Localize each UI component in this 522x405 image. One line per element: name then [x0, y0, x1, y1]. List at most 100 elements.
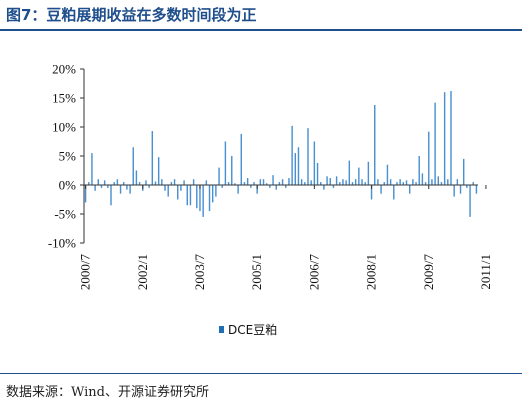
bar	[183, 180, 185, 185]
bar	[380, 185, 382, 194]
bar	[151, 131, 154, 185]
bar	[342, 179, 344, 185]
y-axis: -10% -5% 0% 5% 10% 15% 20%	[48, 62, 85, 251]
bar	[116, 179, 119, 185]
footer-divider	[0, 373, 522, 374]
bar	[110, 185, 112, 206]
bar	[107, 185, 109, 188]
legend-swatch	[219, 326, 224, 333]
bar	[300, 179, 303, 185]
bar	[443, 92, 446, 185]
bar	[281, 179, 284, 185]
legend-label: DCE豆粕	[228, 322, 277, 337]
bar	[231, 156, 233, 185]
bar	[240, 133, 242, 185]
x-tick-label: 2000/7	[78, 254, 93, 291]
bar	[402, 182, 405, 185]
bar	[431, 179, 433, 185]
bar	[173, 179, 176, 185]
bar	[323, 185, 325, 190]
bar	[428, 131, 430, 185]
bar	[138, 182, 141, 185]
bar	[211, 185, 214, 203]
y-tick-label: 10%	[52, 120, 76, 135]
y-tick-label: 0%	[59, 178, 77, 193]
bar	[113, 182, 115, 185]
bar	[399, 179, 401, 185]
bar	[348, 160, 351, 185]
figure-title: 图7：豆粕展期收益在多数时间段为正	[6, 6, 257, 24]
x-tick-label: 2008/1	[364, 254, 379, 290]
bar	[297, 147, 300, 185]
bar-chart: -10%-5%0%5%10%15%20% 2000/7 2002/1 2003/7 2…	[48, 62, 493, 338]
bar	[316, 162, 319, 185]
bar	[237, 185, 239, 194]
bar	[227, 182, 230, 185]
y-tick-label: 5%	[59, 149, 77, 164]
bar	[307, 128, 309, 185]
bar	[320, 182, 322, 185]
bar	[154, 181, 157, 185]
bar	[272, 175, 274, 185]
bar	[196, 185, 198, 209]
bar	[278, 182, 281, 185]
bar	[224, 141, 227, 185]
bar	[415, 182, 417, 185]
bar	[129, 185, 131, 194]
bar	[265, 183, 268, 185]
bar	[304, 182, 306, 185]
bar	[462, 158, 465, 185]
bar	[475, 185, 478, 194]
bar	[424, 182, 427, 185]
bar	[123, 182, 125, 185]
bar	[103, 180, 106, 185]
bar	[145, 180, 147, 185]
bar	[393, 185, 395, 200]
bar	[469, 185, 471, 217]
bar	[383, 182, 385, 185]
bar	[269, 185, 271, 188]
bar	[335, 176, 338, 185]
bar	[205, 180, 208, 185]
bar	[192, 179, 195, 185]
bar	[202, 185, 204, 217]
bar	[440, 182, 443, 185]
bar	[386, 164, 389, 185]
bar	[412, 179, 414, 185]
bar	[84, 185, 87, 203]
bar	[377, 179, 379, 185]
bar	[97, 179, 100, 185]
y-tick-label: -10%	[48, 236, 76, 251]
bar	[437, 176, 439, 185]
bar	[456, 179, 459, 185]
bar	[310, 180, 312, 185]
legend: DCE豆粕	[219, 322, 277, 337]
bar	[119, 185, 122, 194]
bar	[291, 125, 293, 185]
bar	[243, 182, 246, 185]
bar	[256, 185, 258, 194]
bar	[186, 185, 188, 206]
bar	[215, 185, 217, 197]
bar	[167, 185, 169, 197]
bar	[208, 185, 211, 212]
bar	[250, 185, 252, 188]
bar	[358, 167, 360, 185]
x-tick-label: 2002/1	[135, 254, 150, 290]
bar	[364, 182, 366, 185]
bar	[94, 185, 96, 191]
bar	[132, 147, 134, 185]
bar-series	[84, 91, 478, 217]
bar	[88, 182, 90, 185]
bar	[126, 185, 128, 190]
bar	[345, 180, 347, 185]
bar	[288, 178, 290, 185]
bar	[434, 102, 436, 185]
bar	[218, 167, 220, 185]
bar	[339, 182, 341, 185]
bar	[189, 185, 192, 206]
x-tick-label: 2011/1	[478, 254, 493, 290]
bar	[285, 185, 287, 188]
bar	[367, 161, 370, 185]
bar	[370, 185, 373, 200]
